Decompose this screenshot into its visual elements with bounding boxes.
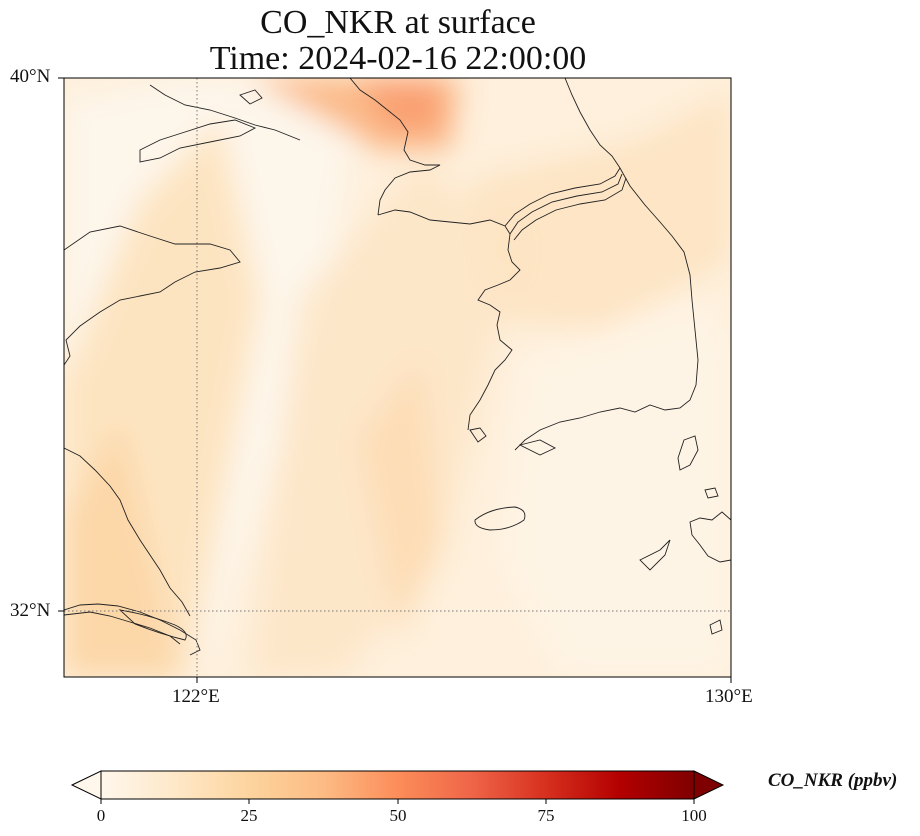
map-time: Time: 2024-02-16 22:00:00 xyxy=(209,40,587,77)
map-frame xyxy=(63,77,732,678)
lat-label-40n: 40°N xyxy=(10,66,51,87)
gridlines xyxy=(64,78,731,677)
lat-label-32n: 32°N xyxy=(10,600,51,621)
colorbar-tick-25: 25 xyxy=(240,806,258,825)
coastlines xyxy=(64,78,731,656)
colorbar-tick-50: 50 xyxy=(389,806,407,825)
colorbar-tick-0: 0 xyxy=(96,806,106,825)
lon-label-130e: 130°E xyxy=(705,686,753,707)
colorbar-label: CO_NKR (ppbv) xyxy=(768,770,898,791)
axis-ticks xyxy=(58,77,732,683)
colorbar-tick-100: 100 xyxy=(681,806,707,825)
map-title: CO_NKR at surface xyxy=(260,4,536,41)
colorbar xyxy=(70,770,725,804)
concentration-field xyxy=(64,78,731,677)
colorbar-tick-75: 75 xyxy=(537,806,555,825)
lon-label-122e: 122°E xyxy=(172,686,220,707)
